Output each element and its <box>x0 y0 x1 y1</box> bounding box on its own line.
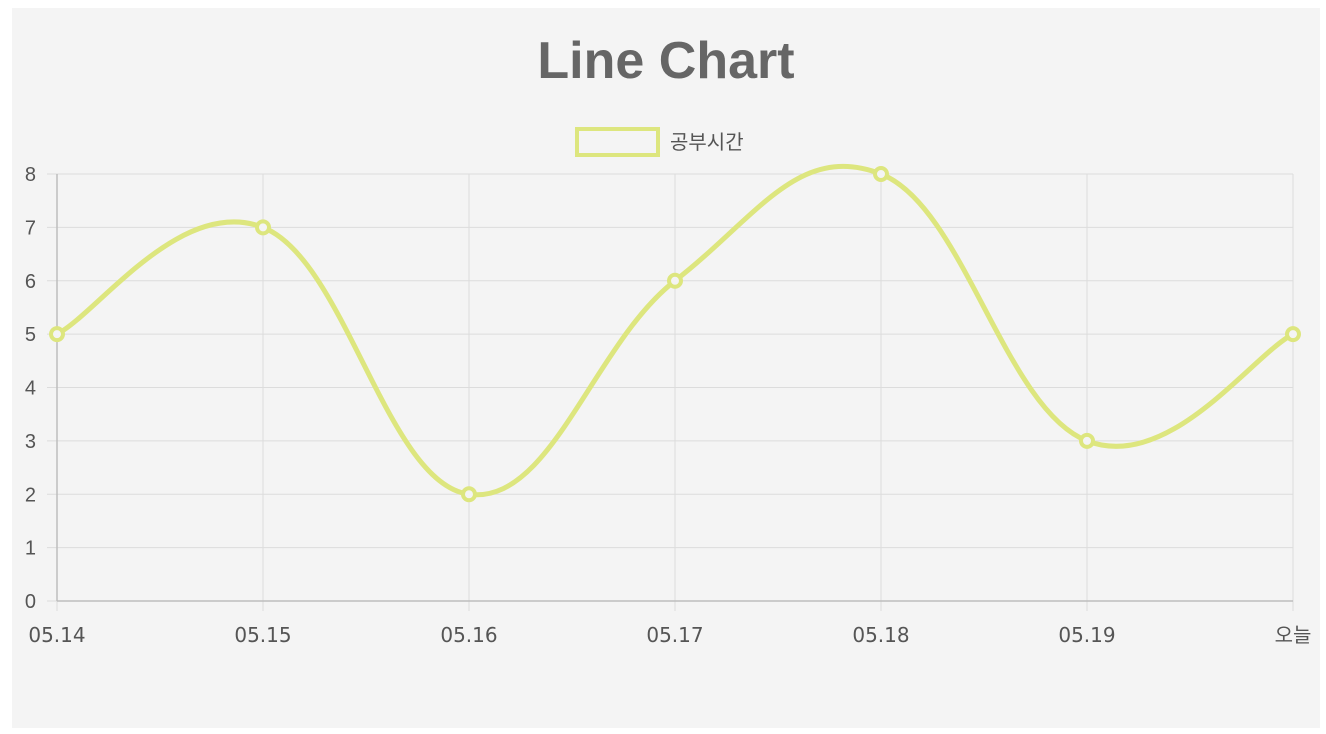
x-tick-label: 05.18 <box>852 623 909 647</box>
series-layer <box>49 163 1301 503</box>
legend-swatch <box>575 127 660 157</box>
legend-label: 공부시간 <box>670 130 744 154</box>
y-tick-label: 0 <box>25 591 36 613</box>
y-tick-label: 1 <box>25 538 36 560</box>
legend[interactable]: 공부시간 <box>575 127 744 157</box>
chart-panel <box>12 8 1320 728</box>
data-point[interactable] <box>255 219 271 236</box>
data-point[interactable] <box>49 326 65 343</box>
grid <box>57 173 1294 601</box>
chart-title: Line Chart <box>537 32 794 90</box>
axes <box>47 173 1294 611</box>
x-axis-ticks: 05.14 05.15 05.16 05.17 05.18 05.19 오늘 <box>28 623 1311 647</box>
data-point[interactable] <box>1285 326 1301 343</box>
y-axis-ticks: 0 1 2 3 4 5 6 7 8 <box>25 164 36 613</box>
data-point[interactable] <box>667 272 683 289</box>
y-tick-label: 6 <box>25 271 36 293</box>
y-tick-label: 4 <box>25 378 36 400</box>
data-point[interactable] <box>1079 432 1095 449</box>
y-tick-label: 3 <box>25 431 36 453</box>
y-tick-label: 8 <box>25 164 36 186</box>
x-tick-label: 오늘 <box>1275 623 1312 647</box>
x-tick-label: 05.19 <box>1058 623 1115 647</box>
x-tick-label: 05.14 <box>28 623 85 647</box>
x-tick-label: 05.15 <box>234 623 291 647</box>
data-point[interactable] <box>873 166 889 182</box>
y-tick-label: 2 <box>25 484 36 506</box>
data-point[interactable] <box>461 486 477 503</box>
x-tick-label: 05.17 <box>646 623 703 647</box>
y-tick-label: 7 <box>25 217 36 239</box>
y-tick-label: 5 <box>25 324 36 346</box>
x-tick-label: 05.16 <box>440 623 497 647</box>
